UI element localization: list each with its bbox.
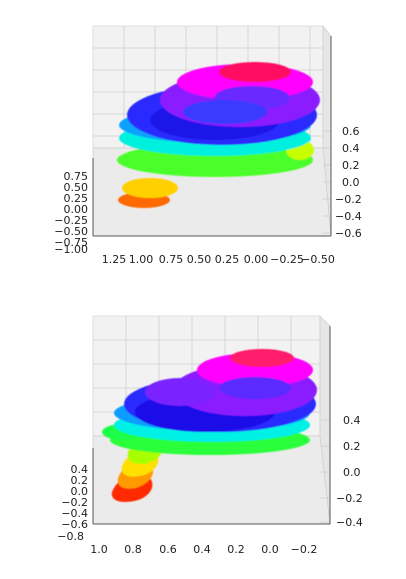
plot-1-x-tick-label: −0.50 bbox=[301, 253, 335, 266]
plot-1-z-tick-label: −0.6 bbox=[335, 227, 362, 240]
plot-2-x-tick-labels: 1.0 0.8 0.6 0.4 0.2 0.0 −0.2 bbox=[90, 543, 317, 556]
plot-2-y-tick-labels: 0.4 0.2 0.0 −0.2 −0.4 −0.6 −0.8 bbox=[57, 463, 88, 543]
plot-1-x-tick-label: 0.00 bbox=[244, 253, 269, 266]
plot-2-crimson-cap bbox=[230, 349, 294, 367]
plot-1-y-tick-label: −1.00 bbox=[54, 243, 88, 256]
plot-2-purple-inner bbox=[145, 378, 215, 406]
plot-1-z-tick-label: −0.2 bbox=[335, 193, 362, 206]
plot-2-x-tick-label: 0.8 bbox=[124, 543, 142, 556]
plot-1-z-tick-label: −0.4 bbox=[335, 210, 362, 223]
plot-2-x-tick-label: −0.2 bbox=[291, 543, 318, 556]
plot-2-z-tick-labels: 0.4 0.2 0.0 −0.2 −0.4 bbox=[336, 414, 363, 529]
plot-1-x-tick-label: 0.75 bbox=[159, 253, 184, 266]
plot-1-z-tick-label: 0.0 bbox=[342, 176, 360, 189]
plot-1: 1.25 1.00 0.75 0.50 0.25 0.00 −0.25 −0.5… bbox=[54, 26, 361, 266]
plot-2-x-tick-label: 0.2 bbox=[227, 543, 245, 556]
plot-2-x-tick-label: 0.4 bbox=[193, 543, 211, 556]
plot-2-z-tick-label: 0.4 bbox=[343, 414, 361, 427]
plot-1-x-tick-labels: 1.25 1.00 0.75 0.50 0.25 0.00 −0.25 −0.5… bbox=[102, 253, 335, 266]
plot-2-z-tick-label: −0.4 bbox=[336, 516, 363, 529]
plot-2-x-tick-label: 0.0 bbox=[261, 543, 279, 556]
plot-1-crimson-cap bbox=[219, 62, 291, 82]
plot-1-blue-inner bbox=[183, 100, 267, 124]
plot-1-y-tick-labels: 0.75 0.50 0.25 0.00 −0.25 −0.50 −0.75 −1… bbox=[54, 170, 88, 256]
plot-2-purple-center bbox=[219, 377, 291, 399]
plot-2: 1.0 0.8 0.6 0.4 0.2 0.0 −0.2 0.4 0.2 0.0… bbox=[57, 316, 362, 556]
plot-2-x-tick-label: 0.6 bbox=[159, 543, 177, 556]
plot-1-x-tick-label: 0.25 bbox=[215, 253, 240, 266]
plot-1-x-tick-label: −0.25 bbox=[270, 253, 304, 266]
plot-1-x-tick-label: 1.00 bbox=[129, 253, 154, 266]
plot-2-y-tick-label: −0.8 bbox=[57, 530, 84, 543]
plot-1-z-tick-label: 0.6 bbox=[342, 125, 360, 138]
plot-1-x-tick-label: 1.25 bbox=[102, 253, 127, 266]
plot-1-z-tick-labels: 0.6 0.4 0.2 0.0 −0.2 −0.4 −0.6 bbox=[335, 125, 362, 240]
plot-2-x-tick-label: 1.0 bbox=[90, 543, 108, 556]
plot-1-yellow-blob bbox=[122, 178, 178, 198]
plot-2-z-tick-label: 0.2 bbox=[343, 440, 361, 453]
plot-1-z-tick-label: 0.2 bbox=[342, 159, 360, 172]
plot-2-z-tick-label: −0.2 bbox=[336, 492, 363, 505]
plot-1-x-tick-label: 0.50 bbox=[187, 253, 212, 266]
plot-2-z-tick-label: 0.0 bbox=[343, 466, 361, 479]
plot-1-z-tick-label: 0.4 bbox=[342, 142, 360, 155]
